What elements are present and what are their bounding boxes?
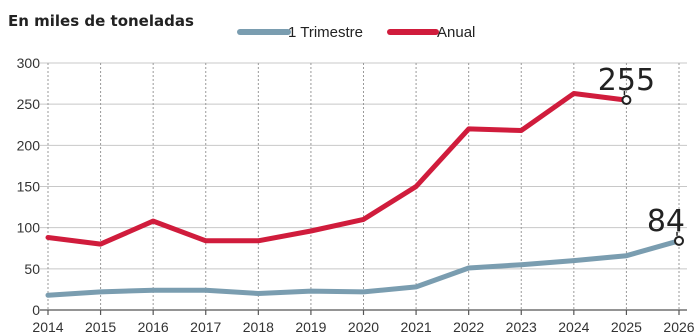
end-markers: 84 255 (598, 63, 685, 246)
x-tick-label-2020: 2020 (348, 319, 379, 335)
x-tick-label-2017: 2017 (190, 319, 221, 335)
grid (40, 62, 687, 315)
legend: 1 Trimestre Anual (237, 24, 475, 41)
y-tick-label-150: 150 (17, 179, 41, 195)
x-tick-label-2014: 2014 (32, 319, 63, 335)
x-tick-label-2021: 2021 (401, 319, 432, 335)
x-tick-label-2023: 2023 (506, 319, 537, 335)
x-tick-label-2019: 2019 (295, 319, 326, 335)
x-tick-label-2025: 2025 (611, 319, 642, 335)
legend-label-trimestre: 1 Trimestre (288, 24, 363, 41)
chart-title: En miles de toneladas (8, 12, 194, 30)
x-tick-label-2018: 2018 (243, 319, 274, 335)
y-tick-label-250: 250 (17, 96, 41, 112)
end-marker-trimestre (674, 235, 684, 246)
legend-label-anual: Anual (437, 24, 475, 41)
y-tick-label-50: 50 (24, 261, 40, 277)
x-tick-label-2015: 2015 (85, 319, 116, 335)
end-value-label-trimestre: 84 (647, 204, 685, 239)
series-line-anual (45, 91, 629, 247)
x-tick-label-2022: 2022 (453, 319, 484, 335)
series-lines (45, 91, 682, 298)
y-tick-label-300: 300 (17, 55, 41, 71)
end-value-label-anual: 255 (598, 63, 655, 98)
y-tick-label-0: 0 (32, 302, 40, 318)
x-axis-ticks: 2014 2015 2016 2017 2018 2019 2020 2021 2022 2023… (32, 319, 694, 335)
x-tick-label-2026: 2026 (663, 319, 694, 335)
y-axis-ticks: 0 50 100 150 200 250 300 (17, 55, 41, 318)
y-tick-label-100: 100 (17, 220, 41, 236)
x-tick-label-2024: 2024 (558, 319, 589, 335)
y-tick-label-200: 200 (17, 137, 41, 153)
series-line-trimestre (45, 238, 682, 298)
end-marker-anual (621, 95, 632, 106)
x-tick-label-2016: 2016 (138, 319, 169, 335)
